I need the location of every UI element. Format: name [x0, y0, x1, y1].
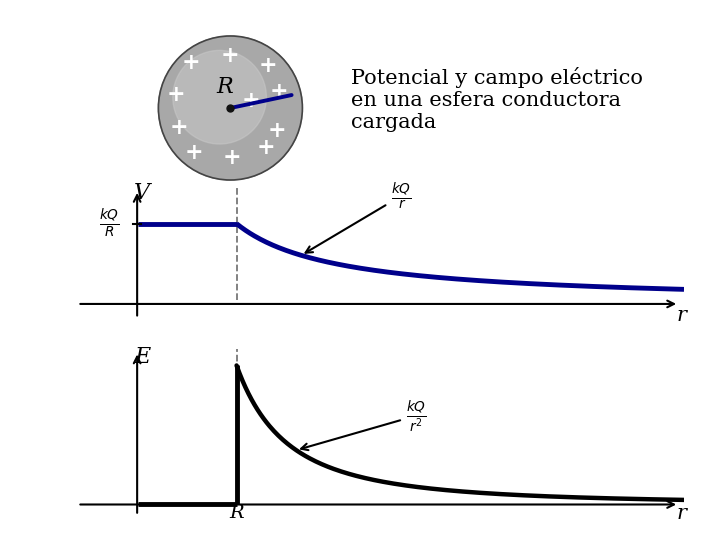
Text: +: +	[270, 81, 289, 103]
Text: +: +	[221, 45, 240, 67]
Text: +: +	[169, 117, 188, 139]
Text: $\frac{kQ}{r}$: $\frac{kQ}{r}$	[305, 180, 411, 253]
Text: Potencial y campo eléctrico
en una esfera conductora
cargada: Potencial y campo eléctrico en una esfer…	[351, 66, 642, 132]
Text: r: r	[677, 306, 687, 325]
Circle shape	[158, 36, 302, 180]
Text: R: R	[216, 76, 233, 98]
Text: +: +	[222, 147, 241, 170]
Text: E: E	[134, 346, 150, 368]
Text: +: +	[167, 84, 186, 106]
Text: $\frac{kQ}{r^{2}}$: $\frac{kQ}{r^{2}}$	[301, 398, 426, 450]
Text: +: +	[241, 90, 260, 112]
Text: r: r	[677, 504, 687, 523]
Text: V: V	[134, 182, 150, 204]
Text: +: +	[268, 120, 287, 142]
Text: R: R	[229, 504, 244, 522]
Text: +: +	[258, 55, 277, 77]
Text: +: +	[185, 141, 204, 164]
Circle shape	[173, 50, 266, 144]
Text: +: +	[257, 137, 276, 159]
Text: +: +	[181, 52, 200, 75]
Text: $\frac{kQ}{R}$: $\frac{kQ}{R}$	[99, 207, 120, 240]
